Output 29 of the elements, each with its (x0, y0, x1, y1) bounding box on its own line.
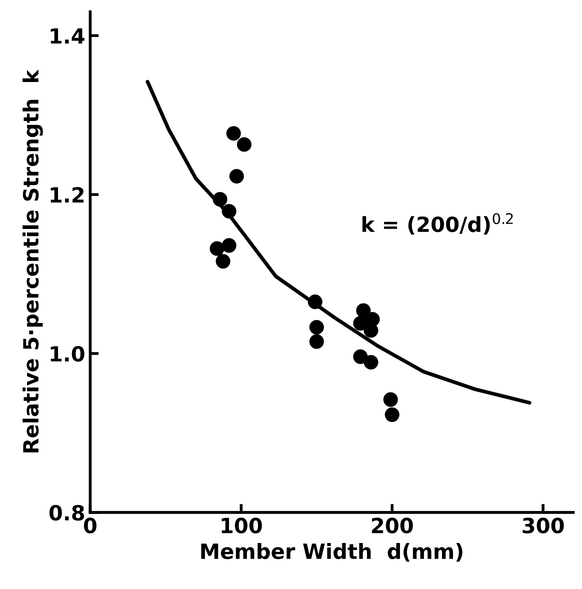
x-tick-label: 200 (372, 518, 413, 534)
point (216, 254, 230, 269)
point (226, 126, 241, 141)
x-axis-title: Member Width d(mm) (201, 543, 462, 562)
point (212, 192, 228, 207)
point (222, 204, 236, 219)
point (364, 323, 378, 338)
point (309, 320, 324, 335)
y-tick-label: 1.2 (50, 187, 84, 202)
point (309, 334, 324, 349)
point (364, 354, 378, 370)
y-axis-title: Relative 5·percentile Strength k (22, 70, 43, 452)
point (236, 137, 252, 152)
x-tick-label: 300 (522, 518, 564, 534)
y-tick-label: 1.0 (50, 346, 84, 362)
y-tick-label: 0.8 (49, 504, 84, 521)
point (210, 241, 224, 256)
point (229, 168, 244, 184)
point (353, 316, 368, 331)
point (222, 238, 236, 253)
point (384, 407, 400, 422)
point (308, 294, 322, 310)
x-tick-label: 0 (84, 518, 96, 534)
x-tick-label: 100 (222, 518, 262, 534)
point (383, 392, 398, 407)
annotation: k = (200/d)$^{0.2}$ (362, 213, 513, 235)
point (353, 349, 368, 364)
line-series (146, 80, 532, 405)
y-tick-label: 1.4 (50, 28, 84, 44)
